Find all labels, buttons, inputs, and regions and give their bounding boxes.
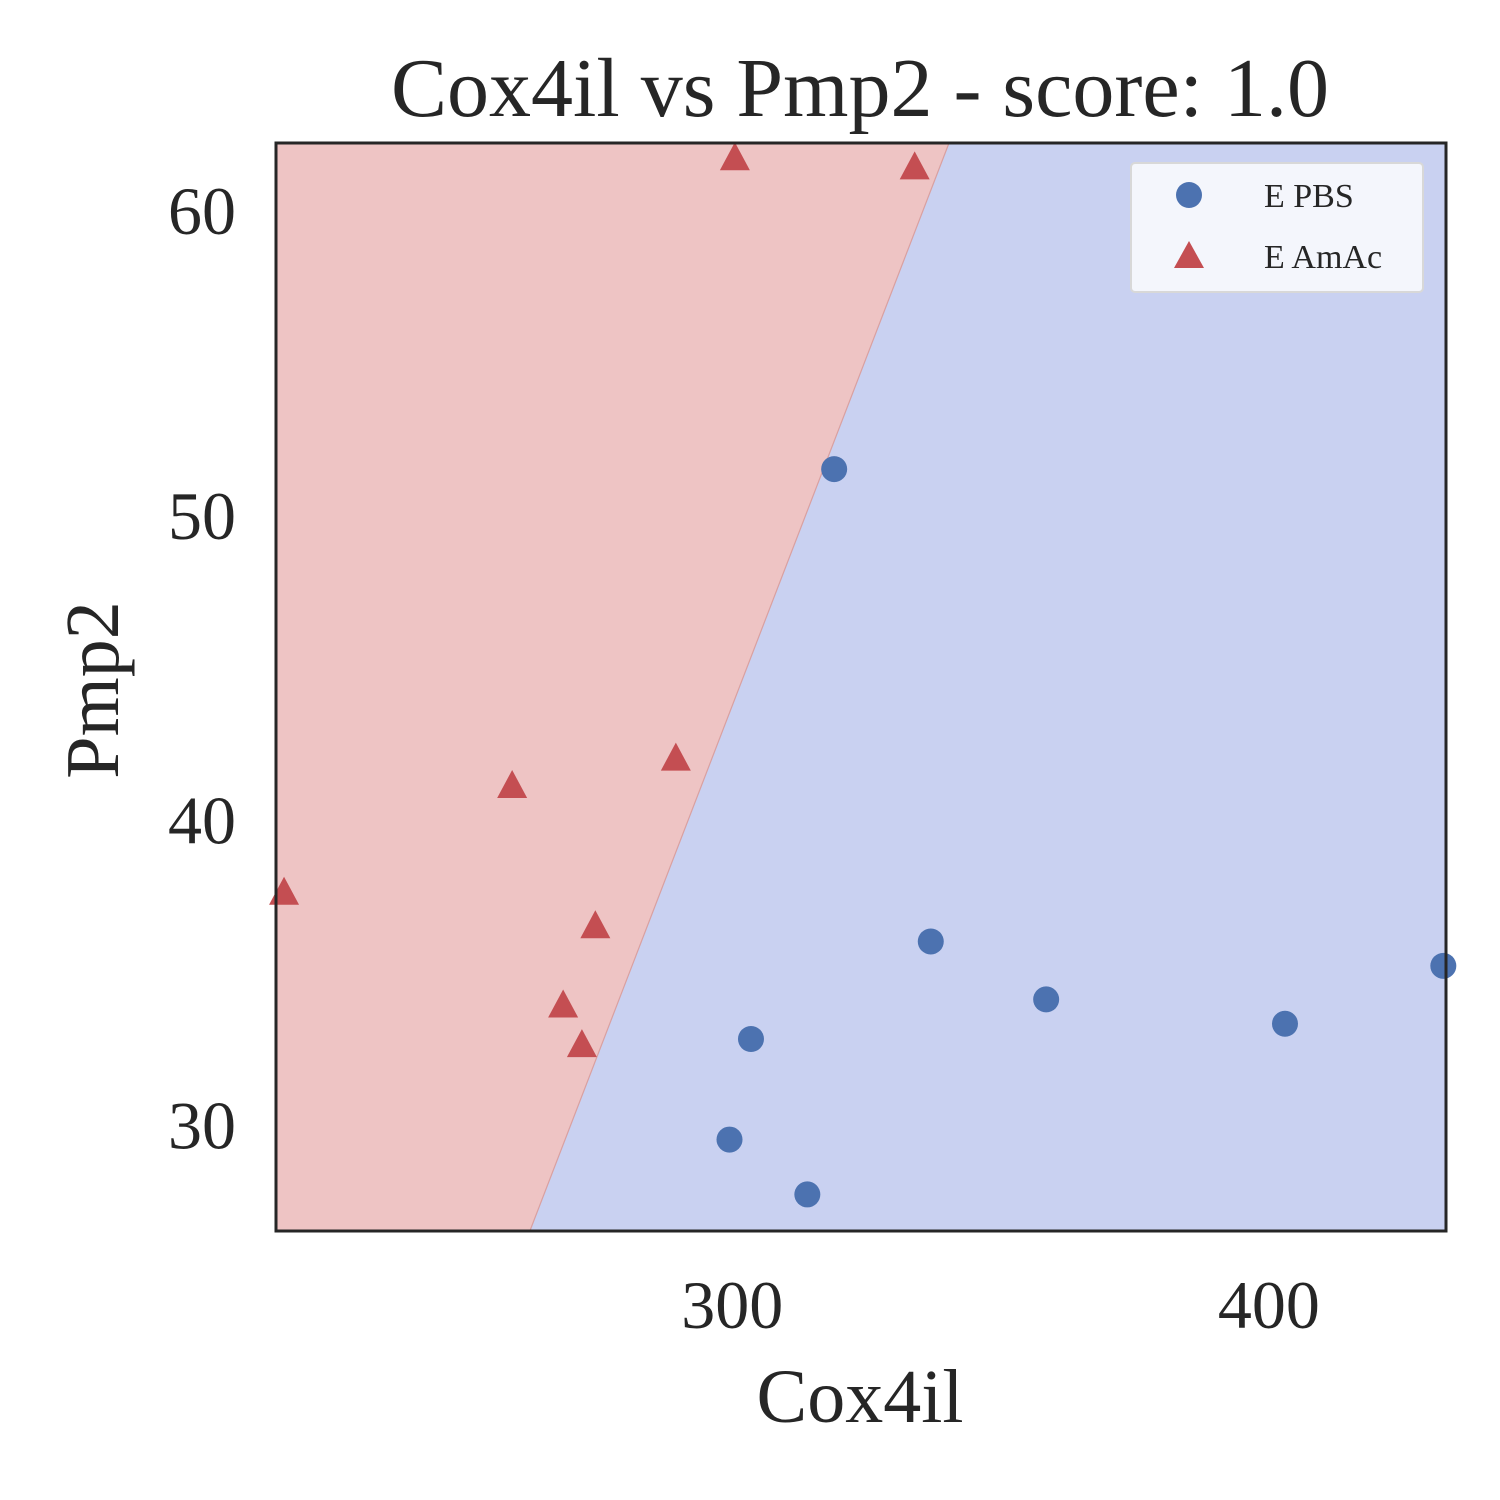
- region-e-pbs: [529, 143, 1446, 1231]
- chart-title: Cox4il vs Pmp2 - score: 1.0: [391, 42, 1329, 135]
- decision-boundary-line: [529, 142, 950, 1232]
- e-pbs-point-6: [1271, 1010, 1298, 1037]
- y-tick-label-30: 30: [168, 1087, 236, 1163]
- e-amac-point-3: [566, 1029, 597, 1058]
- e-amac-point-1: [497, 770, 528, 799]
- e-pbs-point-0: [716, 1126, 743, 1153]
- x-axis-label: Cox4il: [757, 1355, 964, 1439]
- legend-marker-e-amac: [1174, 241, 1204, 268]
- y-tick-label-50: 50: [168, 478, 236, 554]
- y-tick-label-60: 60: [168, 173, 236, 249]
- legend: E PBS E AmAc: [1130, 162, 1424, 293]
- e-pbs-point-4: [917, 928, 944, 955]
- x-tick-label-300: 300: [681, 1267, 783, 1343]
- legend-label-e-amac: E AmAc: [1264, 239, 1382, 276]
- e-amac-point-5: [660, 742, 691, 771]
- e-amac-point-4: [580, 910, 611, 939]
- e-pbs-point-2: [794, 1181, 821, 1208]
- y-axis-ticks: 30 40 50 60: [168, 173, 236, 1163]
- legend-marker-e-pbs: [1176, 182, 1202, 208]
- e-pbs-point-1: [737, 1026, 764, 1052]
- e-amac-point-6: [719, 142, 750, 171]
- y-tick-label-40: 40: [168, 783, 236, 859]
- x-tick-label-400: 400: [1218, 1267, 1320, 1343]
- e-pbs-point-3: [821, 456, 848, 483]
- y-axis-label: Pmp2: [51, 601, 135, 778]
- e-amac-point-2: [548, 989, 579, 1018]
- e-amac-point-7: [899, 151, 930, 180]
- region-e-amac: [276, 143, 950, 1231]
- e-pbs-point-7: [1430, 952, 1457, 979]
- legend-label-e-pbs: E PBS: [1264, 178, 1354, 215]
- e-pbs-point-5: [1033, 986, 1060, 1013]
- legend-box: [1130, 162, 1424, 293]
- x-axis-ticks: 300 400: [681, 1267, 1320, 1343]
- plot-frame: [274, 141, 1448, 1233]
- plot-area: [269, 141, 1457, 1233]
